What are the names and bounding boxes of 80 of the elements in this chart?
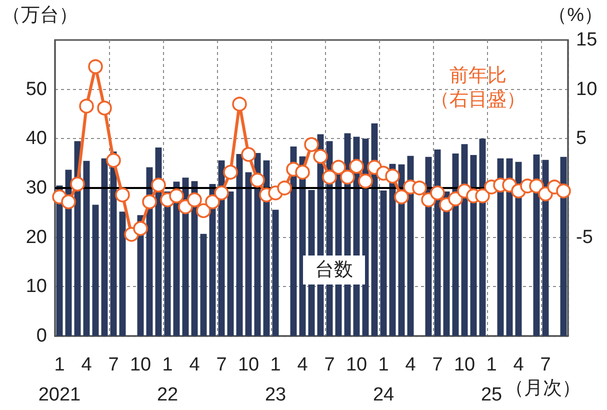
x-tick-label: 10 [130, 354, 152, 376]
y-tick-label: 0 [36, 326, 47, 346]
x-tick-label: 1 22 [156, 354, 178, 406]
point [133, 221, 148, 236]
point [79, 98, 94, 114]
point [313, 149, 328, 164]
x-tick-label: 10 [346, 354, 368, 376]
point [250, 172, 265, 188]
point [331, 160, 346, 175]
point [187, 192, 202, 208]
x-tick-label: 1 24 [372, 354, 394, 406]
x-tick-label: 7 [324, 354, 335, 376]
bar [236, 154, 243, 336]
point [430, 186, 445, 200]
bar [227, 191, 234, 336]
bar [272, 210, 279, 336]
point [97, 100, 112, 116]
y-axis-title: （万台） [2, 5, 78, 26]
point [106, 152, 121, 168]
point [232, 96, 247, 112]
y-tick-label: 50 [26, 78, 47, 100]
bar [83, 160, 90, 336]
point [142, 194, 157, 210]
point [448, 191, 463, 206]
point [529, 178, 544, 194]
point [223, 164, 238, 180]
point [349, 158, 364, 174]
point [304, 137, 319, 152]
x-tick-label: 10 [454, 354, 476, 376]
x-tick-label: 10 [238, 354, 260, 376]
y-tick-label: 20 [26, 226, 47, 248]
point [241, 147, 256, 162]
point [358, 174, 373, 188]
point [277, 180, 292, 196]
y2-tick-label: 15 [576, 30, 598, 50]
y2-axis-title: （%） [548, 5, 604, 26]
bar [200, 234, 207, 336]
point [151, 178, 166, 192]
x-tick-label: 7 [432, 354, 443, 376]
point [394, 189, 409, 204]
text: 前年比（右目盛） [430, 66, 526, 110]
x-tick-label: 4 [405, 354, 416, 376]
point [385, 168, 400, 184]
x-tick-label: 4 [513, 354, 524, 376]
point [412, 180, 427, 196]
x-tick-label: 4 [189, 354, 200, 376]
x-axis-title: （月次） [505, 378, 581, 399]
x-tick-label: 7 [216, 354, 227, 376]
y-tick-label: 10 [26, 276, 47, 298]
x-tick-label: 1 2021 [38, 354, 81, 406]
bar [245, 172, 252, 336]
y2-tick-label: 10 [576, 78, 598, 100]
x-tick-label: 4 [81, 354, 92, 376]
point [115, 188, 130, 202]
point [61, 194, 76, 210]
y2-tick-label: -5 [576, 226, 593, 248]
bar [92, 204, 99, 336]
point [88, 59, 103, 74]
y-tick-label: 30 [26, 178, 47, 198]
x-tick-label: 7 [540, 354, 551, 376]
point [205, 194, 220, 210]
point [70, 176, 85, 192]
x-tick-label: 1 25 [480, 354, 502, 406]
point [322, 170, 337, 185]
y2-tick-label: 5 [576, 128, 587, 150]
point [214, 186, 229, 200]
x-tick-label: 4 [297, 354, 308, 376]
y-tick-label: 40 [26, 128, 47, 150]
x-tick-label: 7 [108, 354, 119, 376]
bar [119, 212, 126, 336]
series-label: 台数 [315, 260, 353, 280]
point [169, 188, 184, 204]
point [556, 184, 571, 198]
x-tick-label: 1 23 [264, 354, 286, 406]
bar [101, 158, 108, 336]
point [295, 164, 310, 180]
bar [380, 190, 387, 336]
point [196, 203, 211, 218]
point [475, 188, 490, 204]
point [340, 170, 355, 185]
